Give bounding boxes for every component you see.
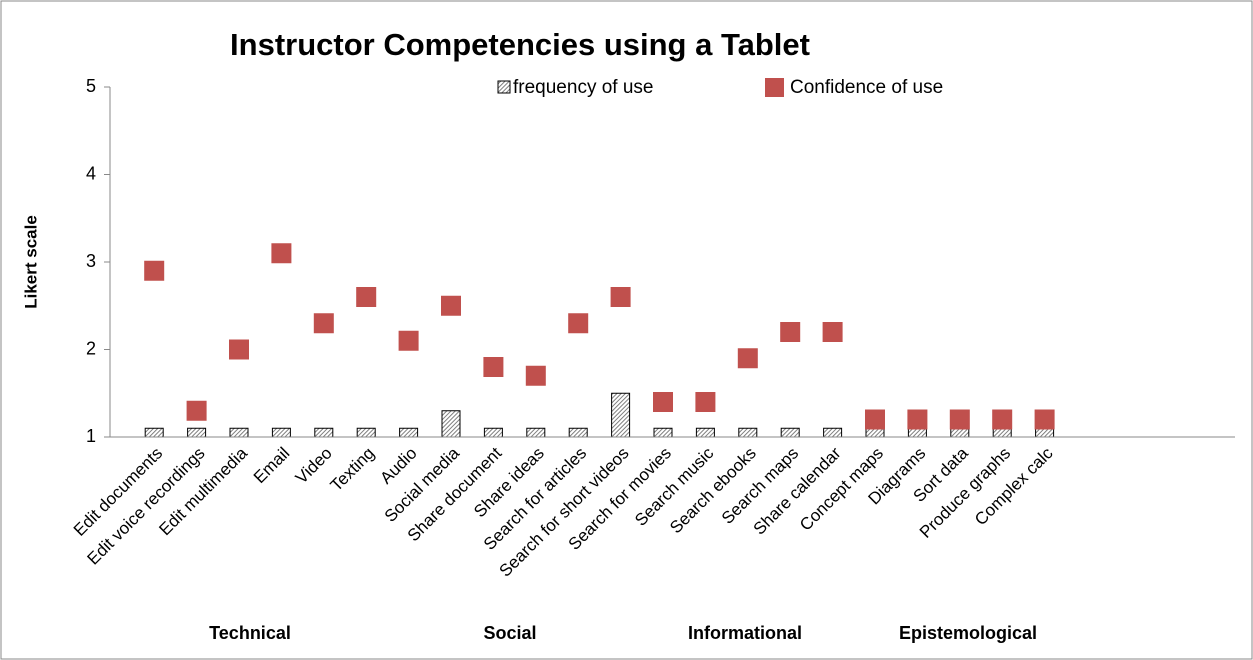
bar [568,427,588,438]
bar [356,427,376,438]
y-axis-label: Likert scale [21,215,40,309]
group-label: Technical [209,623,291,643]
point [780,322,801,342]
point [737,348,758,369]
point [568,313,589,334]
bar [653,427,673,438]
point [313,313,334,334]
point [271,243,292,264]
bar [483,427,503,438]
group-label: Social [483,623,536,643]
y-tick-label: 3 [86,251,96,271]
bar [1035,427,1055,438]
point [525,365,546,386]
bar [823,427,843,438]
group-label: Epistemological [899,623,1037,643]
point [653,392,673,412]
point [186,400,207,421]
bar [187,427,207,438]
y-tick-label: 4 [86,163,96,183]
y-tick-label: 5 [86,76,96,96]
bar [229,427,249,438]
bar [865,427,885,438]
y-tick-label: 1 [86,426,96,446]
point [907,409,928,430]
bar [992,427,1012,438]
bar [526,427,546,438]
point [865,409,885,430]
bar [907,427,927,438]
bar [695,427,715,438]
point [144,260,165,281]
point [398,330,419,351]
bar [950,427,970,438]
legend-swatch [765,78,784,97]
point [356,287,377,307]
legend-label: Confidence of use [790,77,943,98]
y-tick-label: 2 [86,338,96,358]
bar [144,427,164,438]
point [1034,409,1055,430]
point [229,339,249,360]
point [822,322,843,342]
bar [780,427,800,438]
point [992,409,1013,430]
point [441,295,461,316]
group-label: Informational [688,623,802,643]
bar [314,427,334,438]
bar [611,392,631,438]
bar [399,427,419,438]
bar [441,410,461,438]
legend-label: frequency of use [513,77,653,98]
bar [271,427,291,438]
chart-title: Instructor Competencies using a Tablet [230,27,810,62]
point [949,409,970,430]
bar [738,427,758,438]
point [695,392,716,412]
legend-swatch [497,80,511,94]
point [483,357,504,377]
point [610,287,631,307]
